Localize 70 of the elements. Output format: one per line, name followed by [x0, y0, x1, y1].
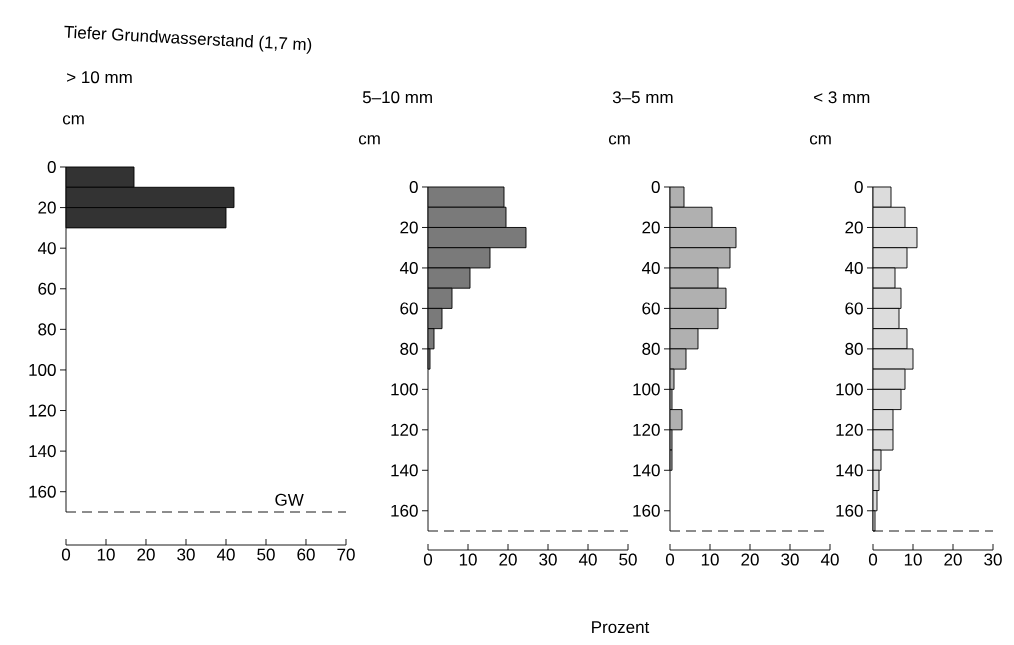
y-tick-label: 160 — [836, 504, 863, 517]
y-axis-title: cm — [62, 115, 84, 125]
chart-subtitle: 3–5 mm — [612, 91, 673, 104]
y-tick-label: 20 — [845, 221, 863, 234]
x-tick-label: 20 — [499, 553, 517, 566]
chart-subtitle: > 10 mm — [67, 71, 132, 84]
y-tick-label: 20 — [400, 221, 418, 234]
y-tick-label: 40 — [641, 261, 660, 274]
x-tick-label: 20 — [137, 548, 155, 561]
y-tick-label: 100 — [29, 363, 56, 376]
y-tick-label: 160 — [633, 504, 660, 517]
x-tick-label: 0 — [665, 553, 675, 566]
y-tick-label: 80 — [38, 323, 56, 336]
y-tick-label: 120 — [29, 404, 56, 417]
y-tick-label: 120 — [391, 423, 418, 436]
x-tick-label: 0 — [868, 553, 878, 566]
x-tick-label: 40 — [820, 553, 839, 566]
y-tick-label: 100 — [391, 383, 418, 396]
y-tick-label: 140 — [633, 464, 660, 477]
x-tick-label: 20 — [944, 553, 962, 566]
y-tick-label: 120 — [633, 423, 660, 436]
x-tick-label: 40 — [578, 553, 597, 566]
x-tick-label: 30 — [781, 553, 799, 566]
y-tick-label: 160 — [29, 485, 56, 498]
x-tick-label: 70 — [337, 548, 355, 561]
y-tick-label: 140 — [29, 445, 56, 458]
x-tick-label: 0 — [61, 548, 71, 561]
x-tick-label: 10 — [904, 553, 922, 566]
x-tick-label: 30 — [984, 553, 1002, 566]
y-tick-label: 0 — [651, 180, 660, 194]
y-tick-label: 20 — [642, 221, 660, 234]
x-tick-label: 50 — [257, 548, 275, 561]
y-axis-title: cm — [809, 135, 831, 145]
x-tick-label: 10 — [97, 548, 115, 561]
x-tick-label: 0 — [423, 553, 433, 566]
y-tick-label: 0 — [854, 180, 863, 194]
y-tick-label: 140 — [836, 464, 863, 477]
y-tick-label: 100 — [836, 383, 863, 396]
x-tick-label: 50 — [619, 553, 637, 566]
chart-subtitle: 5–10 mm — [362, 91, 432, 104]
y-tick-label: 100 — [633, 383, 660, 396]
y-axis-title: cm — [358, 135, 380, 145]
x-tick-label: 30 — [539, 553, 557, 566]
ref-line-label: GW — [275, 493, 304, 506]
y-tick-label: 20 — [38, 201, 56, 214]
y-tick-label: 80 — [642, 342, 660, 355]
y-tick-label: 60 — [845, 302, 863, 315]
x-axis-title: Prozent — [592, 621, 650, 634]
y-axis-title: cm — [608, 135, 630, 145]
y-tick-label: 80 — [845, 342, 863, 355]
y-tick-label: 120 — [836, 423, 863, 436]
y-tick-label: 140 — [391, 464, 418, 477]
x-tick-label: 30 — [177, 548, 195, 561]
x-tick-label: 60 — [297, 548, 315, 561]
y-tick-label: 0 — [409, 180, 418, 194]
y-tick-label: 40 — [399, 261, 418, 274]
y-tick-label: 60 — [400, 302, 418, 315]
x-tick-label: 20 — [741, 553, 759, 566]
y-tick-label: 160 — [391, 504, 418, 517]
y-tick-label: 80 — [400, 342, 418, 355]
y-tick-label: 40 — [844, 261, 863, 274]
chart-title: Tiefer Grundwasserstand (1,7 m) — [64, 25, 312, 54]
y-tick-label: 60 — [38, 282, 56, 295]
x-tick-label: 10 — [459, 553, 477, 566]
y-tick-label: 0 — [47, 160, 56, 174]
y-tick-label: 40 — [37, 242, 56, 255]
x-tick-label: 10 — [701, 553, 719, 566]
chart-subtitle: < 3 mm — [814, 91, 870, 104]
x-tick-label: 40 — [216, 548, 235, 561]
y-tick-label: 60 — [642, 302, 660, 315]
